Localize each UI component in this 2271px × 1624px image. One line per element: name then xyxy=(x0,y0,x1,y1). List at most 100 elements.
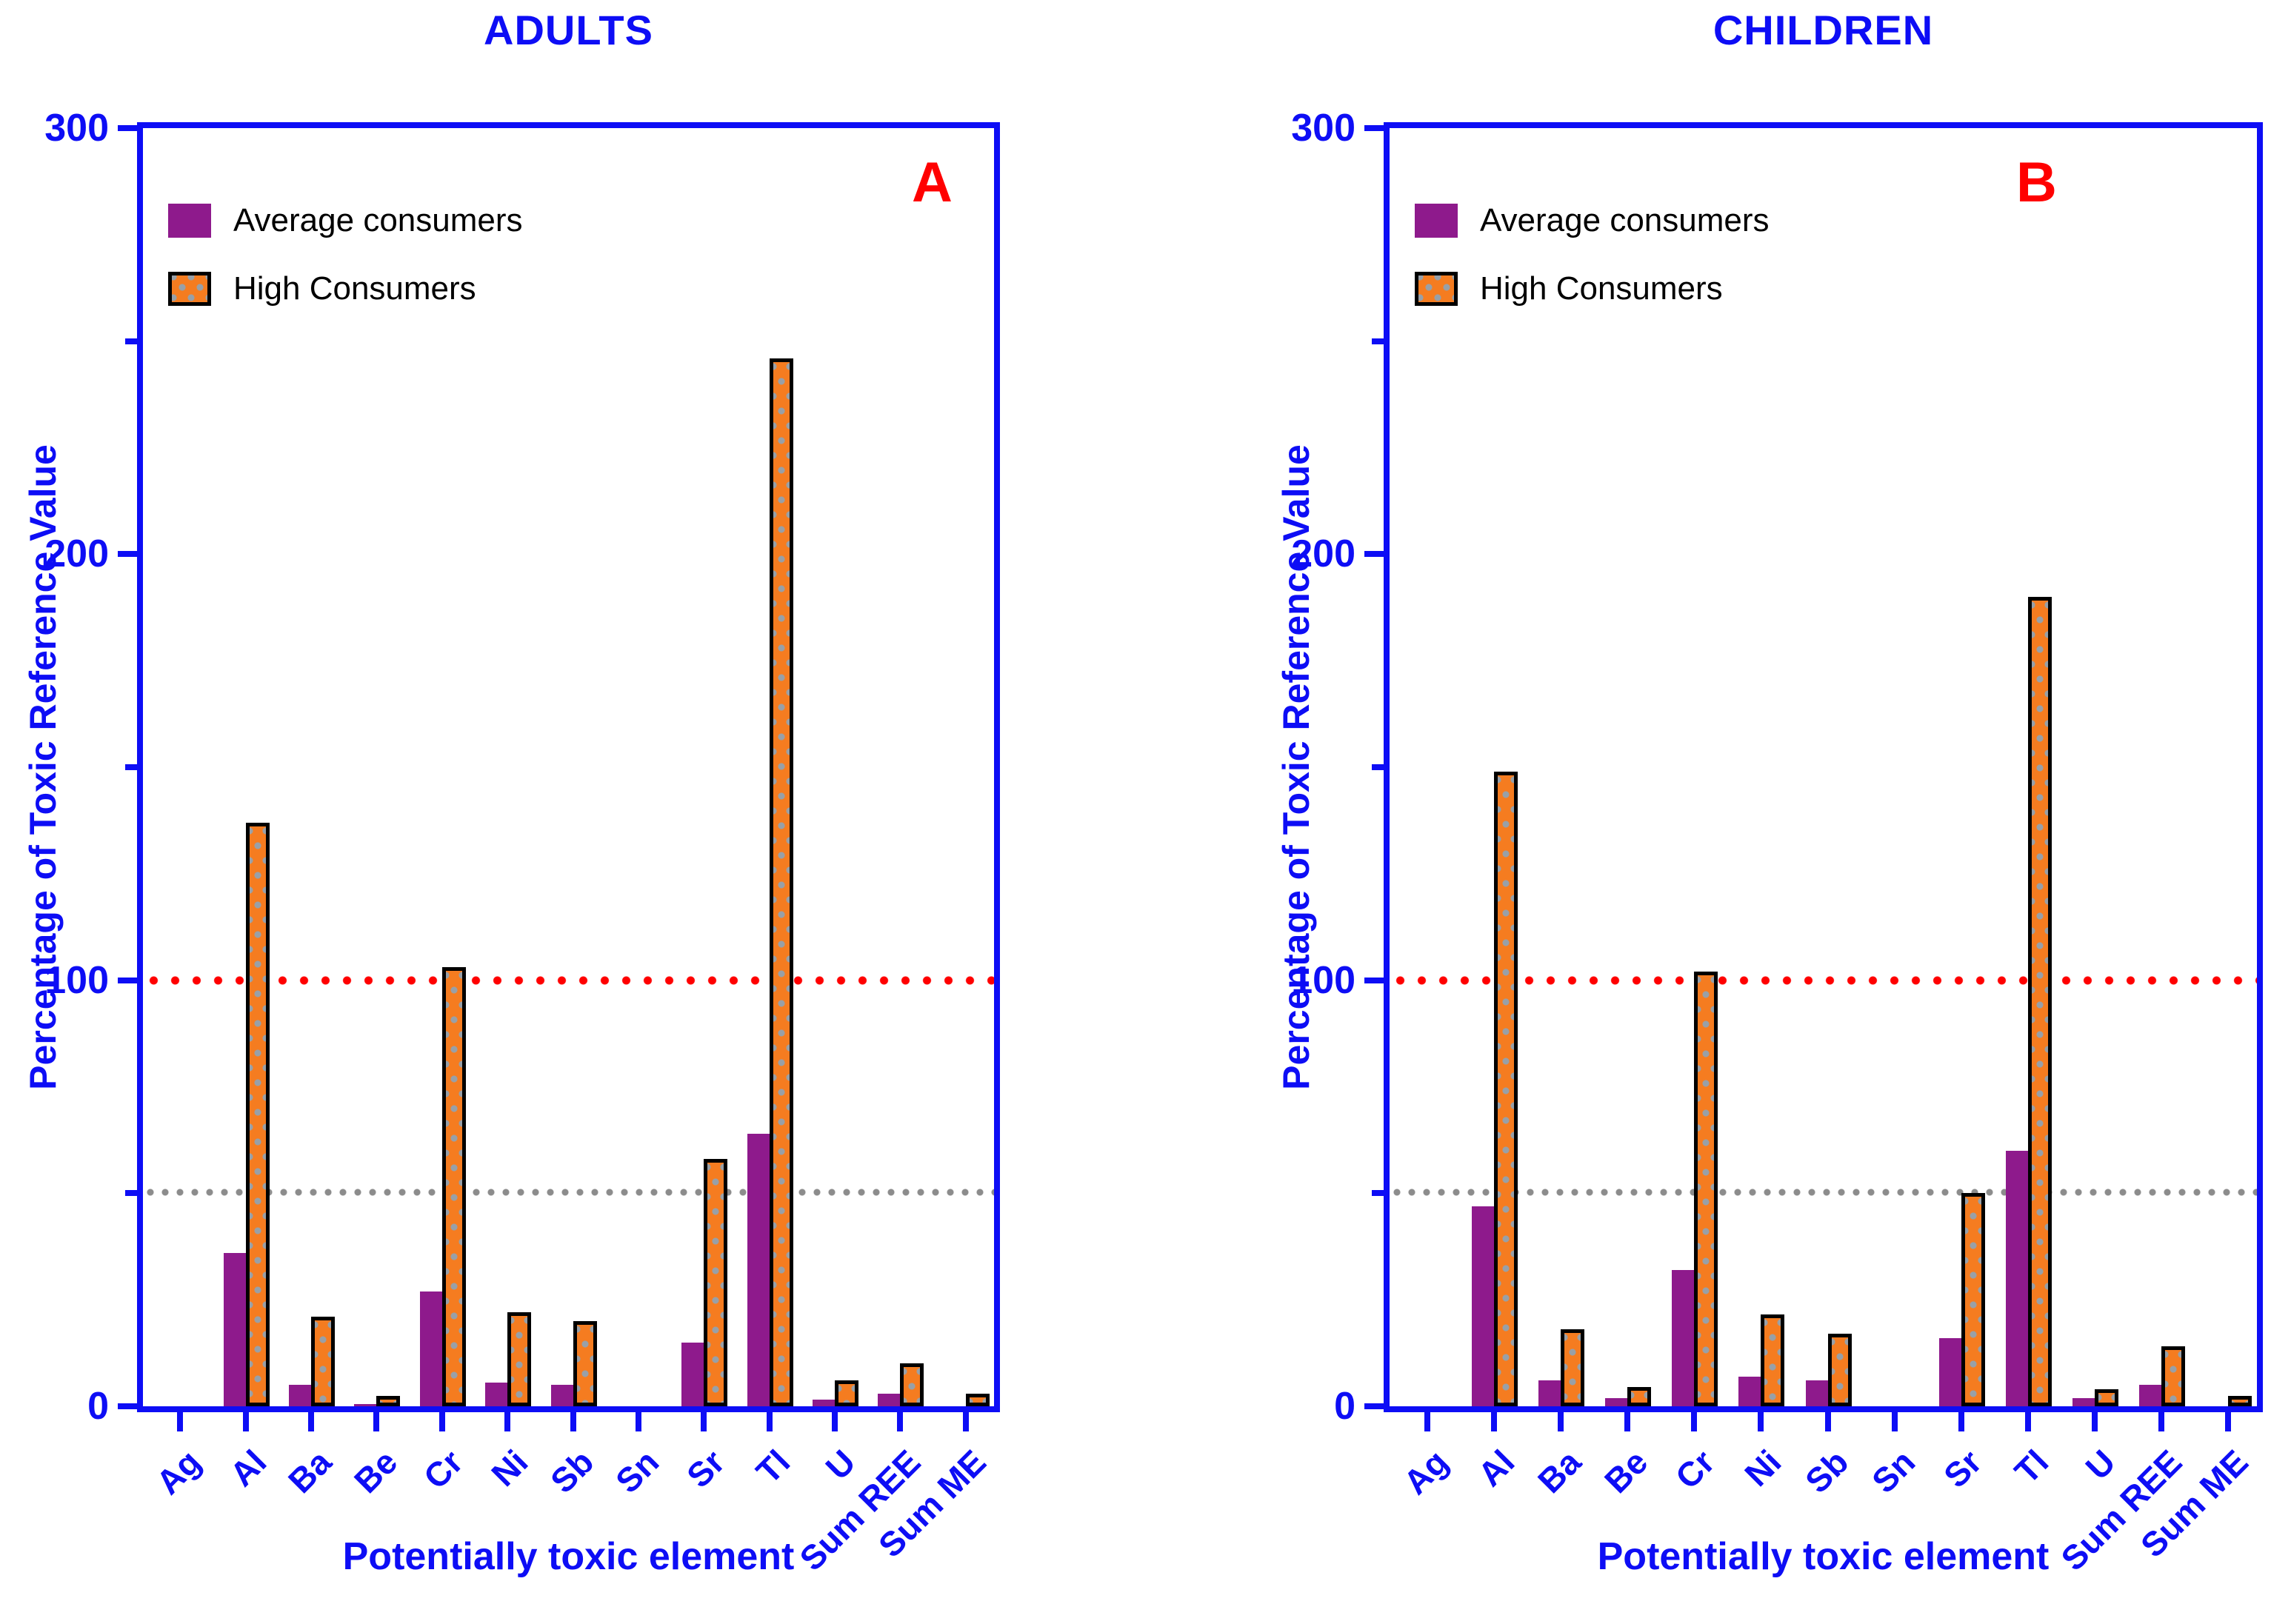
x-category-label-Sb: Sb xyxy=(542,1442,601,1501)
y-minor-tick-150 xyxy=(125,764,137,770)
x-category-label-Sr: Sr xyxy=(1935,1442,1990,1495)
x-tick-Sr xyxy=(701,1412,707,1431)
plot-area-adults: Average consumers High Consumers A 0 100 2… xyxy=(44,107,1000,1578)
x-tick-U xyxy=(832,1412,838,1431)
y-tick-label-100: 100 xyxy=(1291,958,1355,1002)
x-category-label-Cr: Cr xyxy=(416,1442,470,1497)
bar-average-Cr xyxy=(1672,1269,1695,1406)
panel-letter-b: B xyxy=(2016,151,2057,214)
x-tick-Ag xyxy=(1424,1412,1431,1431)
x-category-label-Tl: Tl xyxy=(748,1442,798,1491)
x-tick-Sn xyxy=(1891,1412,1898,1431)
bar-high-Be xyxy=(1627,1387,1652,1406)
x-tick-Ni xyxy=(1758,1412,1764,1431)
y-minor-tick-150 xyxy=(1372,764,1384,770)
x-category-label-Al: Al xyxy=(221,1442,274,1494)
x-tick-Al xyxy=(1491,1412,1498,1431)
bar-average-Be xyxy=(1605,1397,1628,1406)
bar-average-U xyxy=(813,1400,836,1406)
x-category-label-Al: Al xyxy=(1470,1442,1522,1494)
bar-high-Sr xyxy=(704,1159,728,1406)
bar-average-Ni xyxy=(485,1383,508,1406)
bar-high-Sb xyxy=(1827,1334,1852,1406)
bar-high-Ni xyxy=(507,1312,532,1406)
bar-high-Sum ME xyxy=(965,1393,990,1406)
bar-high-Sb xyxy=(573,1320,597,1406)
y-tick-200 xyxy=(1364,551,1384,558)
bar-average-Sb xyxy=(1805,1380,1828,1406)
y-minor-tick-50 xyxy=(1372,1190,1384,1197)
legend-item-high: High Consumers xyxy=(168,270,523,307)
bar-high-Ni xyxy=(1761,1314,1785,1406)
bar-average-Sr xyxy=(681,1342,704,1406)
legend-label-high: High Consumers xyxy=(233,270,476,307)
y-minor-tick-250 xyxy=(1372,338,1384,344)
bar-average-U xyxy=(2072,1397,2095,1406)
legend-label-high: High Consumers xyxy=(1480,270,1723,307)
x-tick-Ba xyxy=(307,1412,314,1431)
legend-label-average: Average consumers xyxy=(233,202,523,238)
x-axis-title: Potentially toxic element xyxy=(1597,1535,2050,1578)
x-category-label-Ni: Ni xyxy=(1737,1442,1789,1494)
x-tick-Sum REE xyxy=(897,1412,904,1431)
legend: Average consumers High Consumers xyxy=(1415,202,1770,338)
x-category-label-U: U xyxy=(818,1442,863,1487)
x-category-label-Tl: Tl xyxy=(2007,1442,2056,1491)
legend-item-average: Average consumers xyxy=(1415,202,1770,239)
reference-line-100 xyxy=(1390,975,2257,985)
x-category-label-Be: Be xyxy=(1597,1442,1655,1501)
bar-high-Ba xyxy=(1561,1329,1585,1406)
x-category-label-Ag: Ag xyxy=(148,1442,208,1502)
page-title: ADULTS xyxy=(484,7,653,53)
x-category-label-Sb: Sb xyxy=(1797,1442,1855,1501)
bar-average-Ni xyxy=(1738,1376,1761,1406)
reference-line-100 xyxy=(143,975,994,985)
x-tick-Sum REE xyxy=(2158,1412,2164,1431)
x-tick-Al xyxy=(242,1412,249,1431)
bar-average-Sum REE xyxy=(878,1393,901,1406)
legend: Average consumers High Consumers xyxy=(168,202,523,338)
bar-average-Ba xyxy=(288,1385,311,1406)
bar-high-Tl xyxy=(769,358,793,1406)
y-minor-tick-250 xyxy=(125,338,137,344)
x-axis-title: Potentially toxic element xyxy=(342,1535,795,1578)
x-category-label-U: U xyxy=(2078,1442,2123,1487)
x-tick-U xyxy=(2091,1412,2098,1431)
bar-average-Al xyxy=(223,1252,246,1406)
bar-high-Cr xyxy=(441,967,466,1406)
x-tick-Ag xyxy=(177,1412,184,1431)
legend-swatch-average-icon xyxy=(168,204,211,238)
bar-high-Sr xyxy=(1961,1193,1985,1406)
y-tick-label-300: 300 xyxy=(44,107,109,150)
x-tick-Ni xyxy=(504,1412,511,1431)
x-tick-Tl xyxy=(2024,1412,2031,1431)
x-tick-Sr xyxy=(1958,1412,1964,1431)
bar-high-Be xyxy=(376,1395,401,1406)
x-tick-Sb xyxy=(570,1412,576,1431)
x-tick-Be xyxy=(373,1412,380,1431)
x-category-label-Cr: Cr xyxy=(1667,1442,1722,1497)
y-tick-100 xyxy=(118,977,137,983)
bar-high-U xyxy=(835,1380,859,1406)
bar-average-Sr xyxy=(1938,1337,1961,1406)
bar-high-Cr xyxy=(1694,972,1718,1406)
legend-swatch-high-icon xyxy=(1415,272,1458,306)
bar-average-Be xyxy=(354,1404,377,1406)
bar-high-Sum REE xyxy=(900,1363,924,1406)
bar-high-Sum REE xyxy=(2161,1346,2185,1406)
bar-average-Tl xyxy=(747,1133,770,1406)
plot-area-children: Average consumers High Consumers B 0 100 2… xyxy=(1291,107,2263,1578)
x-category-label-Sn: Sn xyxy=(1864,1442,1923,1501)
bar-average-Al xyxy=(1472,1206,1495,1406)
y-tick-200 xyxy=(118,551,137,558)
y-tick-label-300: 300 xyxy=(1291,107,1355,150)
y-tick-label-200: 200 xyxy=(44,532,109,576)
legend-item-average: Average consumers xyxy=(168,202,523,239)
x-tick-Sb xyxy=(1824,1412,1831,1431)
bar-average-Sum REE xyxy=(2138,1385,2161,1406)
y-tick-label-100: 100 xyxy=(44,958,109,1002)
y-tick-label-200: 200 xyxy=(1291,532,1355,576)
x-category-label-Sr: Sr xyxy=(678,1442,732,1495)
bar-high-U xyxy=(2094,1389,2118,1406)
